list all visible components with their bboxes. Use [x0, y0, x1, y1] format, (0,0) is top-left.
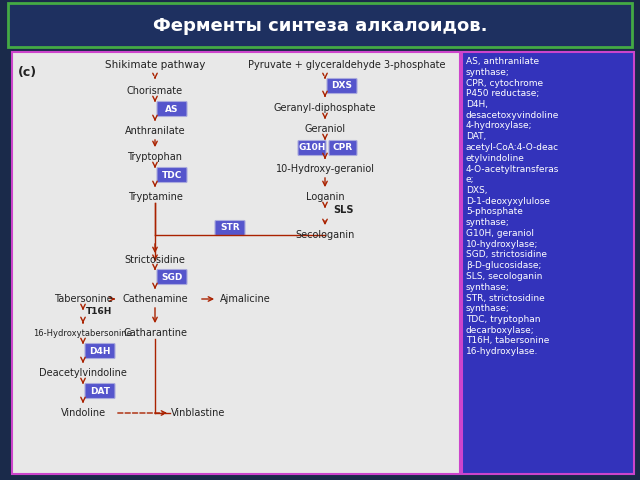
Text: Secologanin: Secologanin	[295, 230, 355, 240]
FancyBboxPatch shape	[298, 141, 326, 156]
Text: Geranyl-diphosphate: Geranyl-diphosphate	[274, 103, 376, 113]
FancyBboxPatch shape	[329, 141, 357, 156]
Text: G10H: G10H	[298, 144, 326, 153]
Text: 10-Hydroxy-geraniol: 10-Hydroxy-geraniol	[275, 164, 374, 174]
Text: STR: STR	[220, 224, 240, 232]
Text: Shikimate pathway: Shikimate pathway	[105, 60, 205, 70]
FancyBboxPatch shape	[462, 52, 634, 474]
FancyBboxPatch shape	[85, 384, 115, 398]
Text: D4H: D4H	[89, 347, 111, 356]
Text: Ферменты синтеза алкалоидов.: Ферменты синтеза алкалоидов.	[153, 17, 487, 35]
Text: Tabersonine: Tabersonine	[54, 294, 113, 304]
FancyBboxPatch shape	[327, 79, 357, 94]
FancyBboxPatch shape	[157, 168, 187, 182]
Text: Geraniol: Geraniol	[305, 124, 346, 134]
Text: Anthranilate: Anthranilate	[125, 126, 186, 136]
FancyBboxPatch shape	[12, 52, 460, 474]
Text: AS, anthranilate
synthase;
CPR, cytochrome
P450 reductase;
D4H,
desacetoxyvindol: AS, anthranilate synthase; CPR, cytochro…	[466, 57, 559, 356]
Text: Strictosidine: Strictosidine	[125, 255, 186, 265]
Text: SGD: SGD	[161, 273, 182, 281]
Text: AS: AS	[165, 105, 179, 113]
Text: Chorismate: Chorismate	[127, 86, 183, 96]
Text: CPR: CPR	[333, 144, 353, 153]
Text: Vindoline: Vindoline	[60, 408, 106, 418]
Text: Ajmalicine: Ajmalicine	[220, 294, 270, 304]
FancyBboxPatch shape	[85, 344, 115, 359]
Text: DAT: DAT	[90, 386, 110, 396]
Text: TDC: TDC	[162, 170, 182, 180]
Text: Catharantine: Catharantine	[123, 328, 187, 338]
Text: Deacetylvindoline: Deacetylvindoline	[39, 368, 127, 378]
Text: Tryptophan: Tryptophan	[127, 152, 182, 162]
Text: Pyruvate + glyceraldehyde 3-phosphate: Pyruvate + glyceraldehyde 3-phosphate	[248, 60, 445, 70]
Text: Vinblastine: Vinblastine	[171, 408, 225, 418]
Text: Cathenamine: Cathenamine	[122, 294, 188, 304]
Text: 16-Hydroxytabersonine: 16-Hydroxytabersonine	[33, 328, 132, 337]
Text: SLS: SLS	[333, 205, 353, 215]
Text: DXS: DXS	[332, 82, 353, 91]
Text: (c): (c)	[18, 66, 37, 79]
FancyBboxPatch shape	[8, 3, 632, 47]
FancyBboxPatch shape	[157, 269, 187, 285]
FancyBboxPatch shape	[157, 101, 187, 117]
Text: Tryptamine: Tryptamine	[127, 192, 182, 202]
Text: Loganin: Loganin	[306, 192, 344, 202]
FancyBboxPatch shape	[215, 220, 245, 236]
Text: T16H: T16H	[86, 308, 113, 316]
